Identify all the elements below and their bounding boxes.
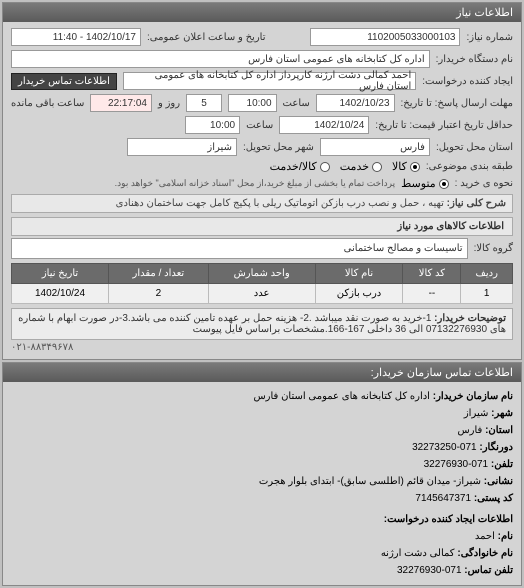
deadline-label: مهلت ارسال پاسخ: تا تاریخ: xyxy=(401,98,513,109)
radio-dot-icon xyxy=(439,179,449,189)
c-family-label: نام خانوادگی: xyxy=(457,548,513,559)
creator-label: ایجاد کننده درخواست: xyxy=(422,76,513,87)
table-row: 1 -- درب بازکن عدد 2 1402/10/24 xyxy=(12,284,513,304)
buyer-note-box: توضیحات خریدار: 1-خرید به صورت نقد میباش… xyxy=(11,308,513,340)
c-name-label: نام: xyxy=(498,531,513,542)
subject-text: تهیه ، حمل و نصب درب بازکن اتوماتیک ریلی… xyxy=(116,198,444,209)
radio-both-label: کالا/خدمت xyxy=(270,160,317,173)
subject-label: شرح کلی نیاز: xyxy=(447,198,506,209)
goods-section-header: اطلاعات کالاهای مورد نیاز xyxy=(11,217,513,236)
radio-both[interactable]: کالا/خدمت xyxy=(270,160,330,173)
c-fax: 071-32273250 xyxy=(412,442,477,453)
c-province-label: استان: xyxy=(485,425,513,436)
city-field: شیراز xyxy=(127,138,237,156)
c-fax-label: دورنگار: xyxy=(479,442,513,453)
request-no-label: شماره نیاز: xyxy=(466,32,513,43)
remaining-time-field: 22:17:04 xyxy=(90,94,152,112)
buyer-contact-panel: اطلاعات تماس سازمان خریدار: نام سازمان خ… xyxy=(2,362,522,586)
remaining-label: ساعت باقی مانده xyxy=(11,98,84,109)
method-note: پرداخت تمام یا بخشی از مبلغ خرید،از محل … xyxy=(11,178,395,189)
th-date: تاریخ نیاز xyxy=(12,264,109,284)
need-info-body: شماره نیاز: 1102005033000103 تاریخ و ساع… xyxy=(3,22,521,359)
buyer-contact-header: اطلاعات تماس سازمان خریدار: xyxy=(3,363,521,382)
time-label-2: ساعت xyxy=(246,120,273,131)
buyer-org-label: نام دستگاه خریدار: xyxy=(436,54,513,65)
radio-medium[interactable]: متوسط xyxy=(401,177,449,190)
deadline-time-field: 10:00 xyxy=(228,94,277,112)
c-contact-phone-label: تلفن تماس: xyxy=(464,565,513,576)
th-code: کد کالا xyxy=(403,264,461,284)
days-left-field: 5 xyxy=(186,94,222,112)
td-row: 1 xyxy=(461,284,513,304)
c-org: اداره کل کتابخانه های عمومی استان فارس xyxy=(253,391,430,402)
td-unit: عدد xyxy=(208,284,315,304)
radio-khedmat-label: خدمت xyxy=(340,160,369,173)
c-org-label: نام سازمان خریدار: xyxy=(433,391,513,402)
radio-khedmat[interactable]: خدمت xyxy=(340,160,382,173)
radio-kala[interactable]: کالا xyxy=(392,160,420,173)
th-row: ردیف xyxy=(461,264,513,284)
c-contact-phone: 071-32276930 xyxy=(397,565,462,576)
creator-sub-header: اطلاعات ایجاد کننده درخواست: xyxy=(11,511,513,528)
radio-dot-icon xyxy=(320,162,330,172)
buyer-contact-body: نام سازمان خریدار: اداره کل کتابخانه های… xyxy=(3,382,521,585)
td-qty: 2 xyxy=(109,284,209,304)
announce-field: 1402/10/17 - 11:40 xyxy=(11,28,141,46)
buyer-note-text: 1-خرید به صورت نقد میباشد .2- هزینه حمل … xyxy=(18,313,506,335)
footer-phone: ۰۲۱-۸۸۳۴۹۶۷۸ xyxy=(11,342,513,353)
deadline-date-field: 1402/10/23 xyxy=(316,94,395,112)
items-table: ردیف کد کالا نام کالا واحد شمارش تعداد /… xyxy=(11,263,513,304)
city-label: شهر محل تحویل: xyxy=(243,142,314,153)
c-address-label: نشانی: xyxy=(484,476,513,487)
group-field: تاسیسات و مصالح ساختمانی xyxy=(11,238,468,259)
request-no-field: 1102005033000103 xyxy=(310,28,460,46)
province-field: فارس xyxy=(320,138,430,156)
subject-row: شرح کلی نیاز: تهیه ، حمل و نصب درب بازکن… xyxy=(11,194,513,213)
th-unit: واحد شمارش xyxy=(208,264,315,284)
th-qty: تعداد / مقدار xyxy=(109,264,209,284)
th-name: نام کالا xyxy=(315,264,403,284)
time-label-1: ساعت xyxy=(283,98,310,109)
announce-label: تاریخ و ساعت اعلان عمومی: xyxy=(147,32,266,43)
province-label: استان محل تحویل: xyxy=(436,142,513,153)
c-postal-label: کد پستی: xyxy=(474,493,513,504)
need-info-header: اطلاعات نیاز xyxy=(3,3,521,22)
validity-date-field: 1402/10/24 xyxy=(279,116,369,134)
c-phone-label: تلفن: xyxy=(491,459,513,470)
radio-kala-label: کالا xyxy=(392,160,407,173)
radio-medium-label: متوسط xyxy=(401,177,436,190)
table-header-row: ردیف کد کالا نام کالا واحد شمارش تعداد /… xyxy=(12,264,513,284)
buyer-note-label: توضیحات خریدار: xyxy=(434,313,506,324)
buyer-org-field: اداره کل کتابخانه های عمومی استان فارس xyxy=(11,50,430,68)
c-postal: 7145647371 xyxy=(415,493,471,504)
radio-dot-icon xyxy=(372,162,382,172)
c-city-label: شهر: xyxy=(491,408,513,419)
group-label: گروه کالا: xyxy=(474,243,513,254)
c-name: احمد xyxy=(475,531,495,542)
td-name: درب بازکن xyxy=(315,284,403,304)
td-date: 1402/10/24 xyxy=(12,284,109,304)
validity-label: حداقل تاریخ اعتبار قیمت: تا تاریخ: xyxy=(375,120,513,131)
c-city: شیراز xyxy=(464,408,489,419)
validity-time-field: 10:00 xyxy=(185,116,240,134)
c-address: شیراز- میدان قائم (اطلسی سابق)- ابتدای ب… xyxy=(259,476,481,487)
td-code: -- xyxy=(403,284,461,304)
creator-field: احمد کمالی دشت ارژنه کارپرداز اداره کل ک… xyxy=(123,72,416,90)
c-province: فارس xyxy=(457,425,482,436)
method-label: نحوه ی خرید : xyxy=(455,178,513,189)
class-radio-group: کالا خدمت کالا/خدمت xyxy=(270,160,420,173)
c-phone: 071-32276930 xyxy=(424,459,489,470)
class-label: طبقه بندی موضوعی: xyxy=(426,161,513,172)
buyer-contact-button[interactable]: اطلاعات تماس خریدار xyxy=(11,73,117,90)
need-info-panel: اطلاعات نیاز شماره نیاز: 110200503300010… xyxy=(2,2,522,360)
days-label: روز و xyxy=(158,98,180,109)
radio-dot-icon xyxy=(410,162,420,172)
c-family: کمالی دشت ارژنه xyxy=(381,548,455,559)
